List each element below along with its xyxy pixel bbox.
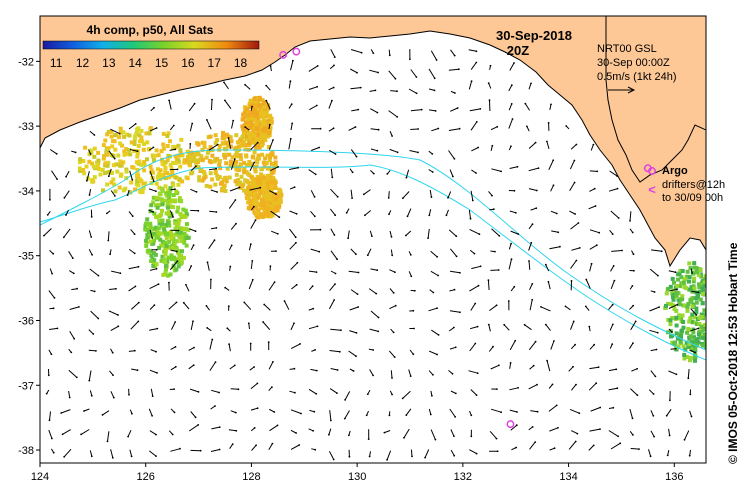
current-vectors bbox=[43, 49, 700, 461]
lon-tick-label: 136 bbox=[665, 471, 683, 483]
lon-tick-label: 124 bbox=[31, 471, 49, 483]
argo-legend: Argo < drifters@12h to 30/09 00h bbox=[648, 165, 725, 204]
info-time: 30-Sep 00:00Z bbox=[597, 57, 670, 69]
colorbar-label: 13 bbox=[102, 56, 116, 70]
argo-float-marker bbox=[292, 47, 301, 56]
lat-tick-label: -36 bbox=[18, 315, 34, 327]
lon-tick-label: 126 bbox=[137, 471, 155, 483]
land-australia bbox=[40, 16, 706, 268]
map-time: 20Z bbox=[507, 43, 529, 58]
colorbar-label: 17 bbox=[208, 56, 222, 70]
lat-tick-label: -34 bbox=[18, 186, 34, 198]
colorbar-label: 16 bbox=[181, 56, 195, 70]
legend-drifters-1: drifters@12h bbox=[662, 179, 725, 191]
info-scale: 0.5m/s (1kt 24h) bbox=[597, 71, 676, 83]
credit-text: © IMOS 05-Oct-2018 12:53 Hobart Time bbox=[726, 242, 740, 464]
argo-floats bbox=[279, 47, 652, 429]
lat-tick-label: -32 bbox=[18, 56, 34, 68]
lat-tick-label: -37 bbox=[18, 380, 34, 392]
lon-tick-label: 130 bbox=[348, 471, 366, 483]
legend-argo: Argo bbox=[662, 165, 688, 177]
lon-tick-label: 132 bbox=[454, 471, 472, 483]
lat-tick-label: -33 bbox=[18, 121, 34, 133]
lon-tick-label: 134 bbox=[559, 471, 577, 483]
sst-overlay bbox=[77, 95, 706, 363]
colorbar-label: 14 bbox=[129, 56, 143, 70]
argo-float-marker bbox=[506, 420, 515, 429]
isobath-lines bbox=[40, 149, 706, 361]
colorbar-title: 4h comp, p50, All Sats bbox=[87, 23, 214, 37]
colorbar: 4h comp, p50, All Sats 11 12 13 14 15 16 17 18 bbox=[42, 23, 260, 70]
colorbar-gradient bbox=[42, 40, 260, 50]
lat-tick-label: -35 bbox=[18, 251, 34, 263]
land-eyre-peninsula bbox=[605, 16, 706, 183]
latitude-axis: -32 -33 -34 -35 -36 -37 -38 bbox=[18, 56, 40, 457]
longitude-axis: 124 126 128 130 132 134 136 bbox=[31, 463, 683, 483]
colorbar-label: 12 bbox=[76, 56, 90, 70]
argo-float-marker bbox=[279, 50, 288, 59]
plot-frame bbox=[39, 15, 707, 464]
scale-arrow bbox=[608, 86, 636, 94]
map-date: 30-Sep-2018 bbox=[496, 28, 572, 43]
drifter-symbol: < bbox=[648, 182, 656, 197]
colorbar-label: 15 bbox=[155, 56, 169, 70]
colorbar-label: 11 bbox=[50, 56, 63, 70]
lat-tick-label: -38 bbox=[18, 445, 34, 457]
colorbar-label: 18 bbox=[234, 56, 248, 70]
info-model: NRT00 GSL bbox=[597, 43, 657, 55]
lon-tick-label: 128 bbox=[242, 471, 260, 483]
legend-drifters-2: to 30/09 00h bbox=[662, 192, 723, 204]
